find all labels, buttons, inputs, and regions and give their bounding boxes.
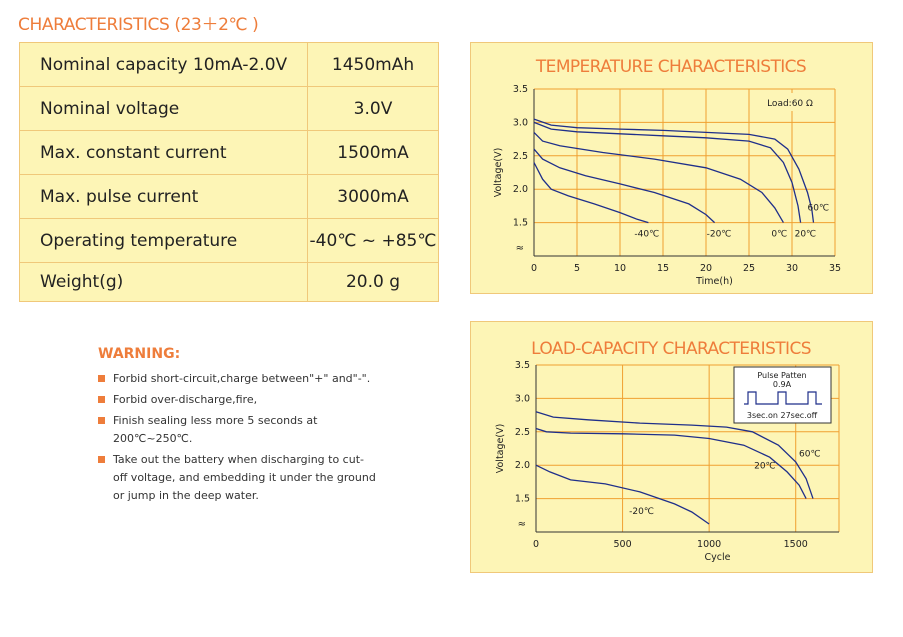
y-tick-label: 1.5 [513, 218, 528, 229]
y-tick-label: 2.5 [513, 151, 528, 162]
y-tick-label: 1.5 [515, 494, 530, 505]
spec-value: 1500mA [307, 130, 439, 175]
x-tick-label: 1500 [784, 539, 808, 550]
inset-timing: 3sec.on 27sec.off [747, 411, 818, 420]
spec-key: Operating temperature [19, 218, 308, 263]
square-bullet-icon [98, 396, 105, 403]
table-row: Nominal capacity 10mA-2.0V 1450mAh [19, 42, 439, 87]
load-annotation: Load:60 Ω [767, 99, 813, 109]
characteristics-heading: CHARACTERISTICS (23＋2℃ ) [18, 15, 259, 35]
series-label: 20℃ [795, 230, 817, 240]
table-row: Weight(g) 20.0 g [19, 262, 439, 302]
y-tick-label: 2.5 [515, 427, 530, 438]
pulse-pattern-inset [733, 366, 832, 424]
square-bullet-icon [98, 417, 105, 424]
spec-key: Nominal voltage [19, 86, 308, 131]
series-line [533, 131, 784, 223]
x-tick-label: 35 [829, 263, 841, 274]
series-label: -20℃ [707, 230, 732, 240]
y-tick-label: 3.0 [513, 117, 528, 128]
table-row: Max. constant current 1500mA [19, 130, 439, 175]
x-axis-label: Cycle [705, 552, 731, 563]
x-tick-label: 5 [574, 263, 580, 274]
warning-section: WARNING: Forbid short-circuit,charge bet… [98, 346, 378, 508]
series-line [533, 121, 802, 223]
x-tick-label: 0 [531, 263, 537, 274]
series-line [533, 162, 649, 224]
x-tick-label: 20 [700, 263, 712, 274]
list-item: Forbid short-circuit,charge between"+" a… [98, 370, 378, 388]
y-tick-label: 3.5 [513, 84, 528, 95]
pulse-waveform [744, 391, 822, 405]
spec-value: 3000mA [307, 174, 439, 219]
table-row: Operating temperature -40℃ ~ +85℃ [19, 218, 439, 263]
series-line [533, 148, 716, 224]
spec-value: 20.0 g [307, 262, 439, 302]
warning-text: Finish sealing less more 5 seconds at 20… [113, 414, 318, 445]
warning-list: Forbid short-circuit,charge between"+" a… [98, 370, 378, 505]
series-label: 20℃ [754, 462, 776, 472]
series-label: 60℃ [808, 204, 830, 214]
series-label: -20℃ [629, 507, 654, 517]
x-tick-label: 25 [743, 263, 755, 274]
y-tick-label: 2.0 [513, 184, 528, 195]
spec-key: Weight(g) [19, 262, 308, 302]
spec-key: Max. constant current [19, 130, 308, 175]
spec-table: Nominal capacity 10mA-2.0V 1450mAh Nomin… [19, 42, 439, 302]
x-tick-label: 500 [614, 539, 632, 550]
list-item: Forbid over-discharge,fire, [98, 391, 378, 409]
axis-break-symbol: ≈ [518, 519, 526, 530]
spec-value: -40℃ ~ +85℃ [307, 218, 439, 263]
y-tick-label: 3.5 [515, 360, 530, 371]
x-tick-label: 10 [614, 263, 626, 274]
table-row: Max. pulse current 3000mA [19, 174, 439, 219]
series-line [535, 464, 710, 525]
temperature-chart: TEMPERATURE CHARACTERISTICS 0 5 10 15 20 25 30 3… [493, 57, 841, 287]
chart-title: LOAD-CAPACITY CHARACTERISTICS [531, 339, 811, 359]
table-row: Nominal voltage 3.0V [19, 86, 439, 131]
axis-break-symbol: ≈ [516, 243, 524, 254]
load-capacity-chart-panel: LOAD-CAPACITY CHARACTERISTICS 0 500 1000 150… [470, 321, 873, 573]
annotation-bg [758, 93, 822, 111]
x-tick-label: 30 [786, 263, 798, 274]
x-tick-label: 15 [657, 263, 669, 274]
spec-key: Nominal capacity 10mA-2.0V [19, 42, 308, 87]
series-label: 60℃ [799, 450, 821, 460]
inset-current: 0.9A [773, 380, 792, 389]
series-label: 0℃ [771, 230, 787, 240]
y-tick-label: 2.0 [515, 460, 530, 471]
inset-title: Pulse Patten [757, 371, 806, 380]
y-axis-label: Voltage(V) [493, 148, 504, 198]
series-label: -40℃ [634, 230, 659, 240]
load-capacity-chart: LOAD-CAPACITY CHARACTERISTICS 0 500 1000 150… [495, 339, 840, 563]
series-line [535, 411, 814, 499]
list-item: Finish sealing less more 5 seconds at 20… [98, 412, 378, 448]
warning-text: Forbid over-discharge,fire, [113, 393, 258, 406]
temperature-chart-panel: TEMPERATURE CHARACTERISTICS 0 5 10 15 20 25 30 3… [470, 42, 873, 294]
x-axis-label: Time(h) [695, 276, 733, 287]
square-bullet-icon [98, 375, 105, 382]
series-line [535, 427, 807, 499]
y-axis-label: Voltage(V) [495, 424, 506, 474]
warning-title: WARNING: [98, 346, 181, 362]
spec-value: 1450mAh [307, 42, 439, 87]
warning-text: Take out the battery when discharging to… [113, 453, 376, 502]
x-tick-label: 0 [533, 539, 539, 550]
square-bullet-icon [98, 456, 105, 463]
chart-title: TEMPERATURE CHARACTERISTICS [535, 57, 806, 77]
list-item: Take out the battery when discharging to… [98, 451, 378, 505]
spec-key: Max. pulse current [19, 174, 308, 219]
series-line [533, 118, 815, 223]
spec-value: 3.0V [307, 86, 439, 131]
y-tick-label: 3.0 [515, 393, 530, 404]
warning-text: Forbid short-circuit,charge between"+" a… [113, 372, 371, 385]
x-tick-label: 1000 [697, 539, 721, 550]
